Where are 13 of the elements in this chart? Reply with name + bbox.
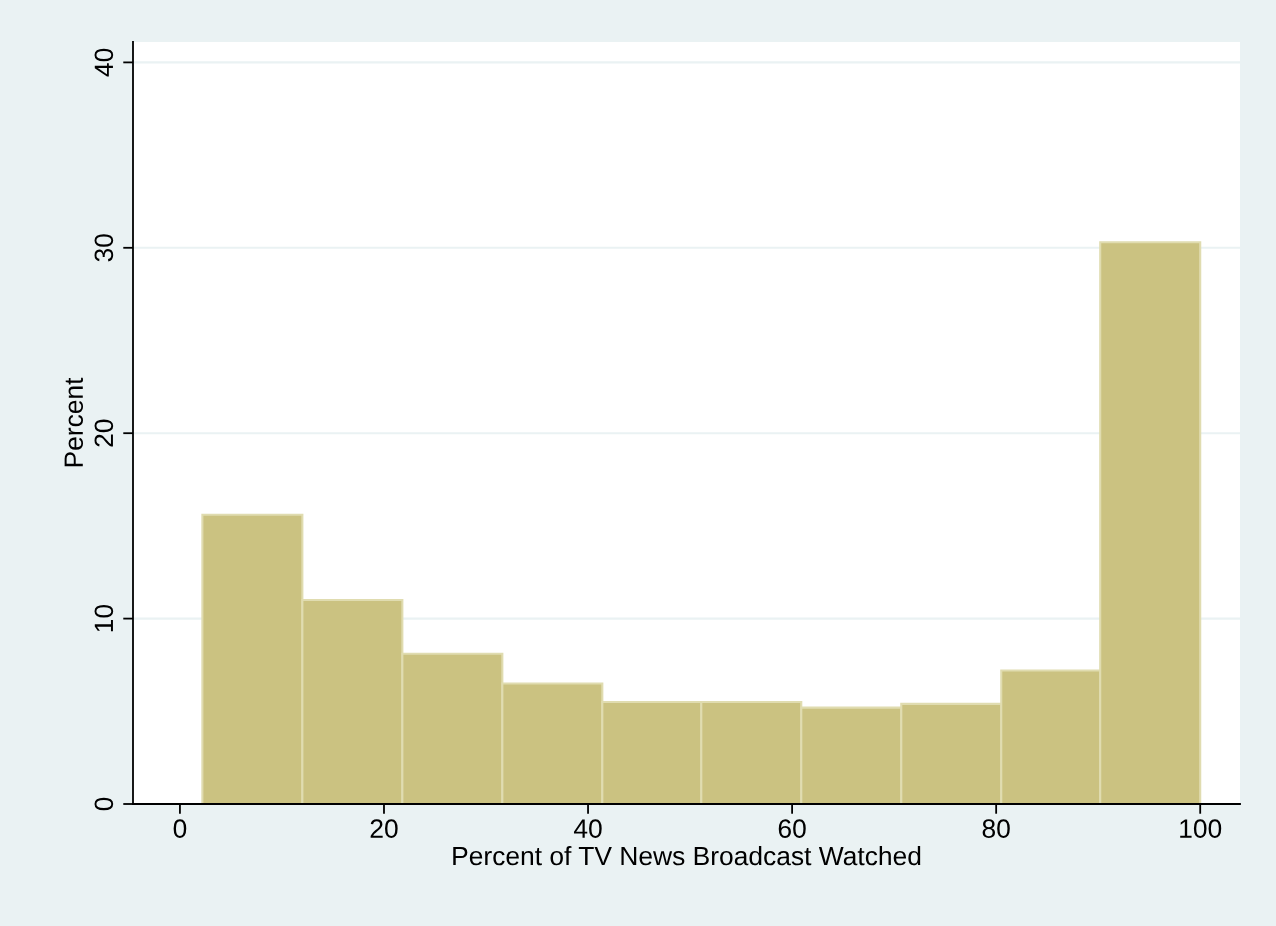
x-tick-label: 80: [982, 819, 1010, 838]
x-tick-label: 0: [173, 819, 187, 838]
y-tick-label: 20: [94, 419, 114, 447]
x-axis-title: Percent of TV News Broadcast Watched: [453, 845, 921, 866]
y-tick-label: 40: [94, 48, 114, 77]
x-tick-label: 40: [573, 819, 602, 838]
y-tick-label: 30: [94, 234, 114, 262]
x-tick-label: 20: [370, 819, 398, 838]
y-tick-label: 10: [94, 604, 114, 632]
x-tick-label: 100: [1180, 819, 1222, 838]
y-axis-title: Percent: [64, 377, 84, 467]
x-tick-label: 60: [778, 819, 806, 838]
y-tick-label: 0: [94, 797, 114, 811]
